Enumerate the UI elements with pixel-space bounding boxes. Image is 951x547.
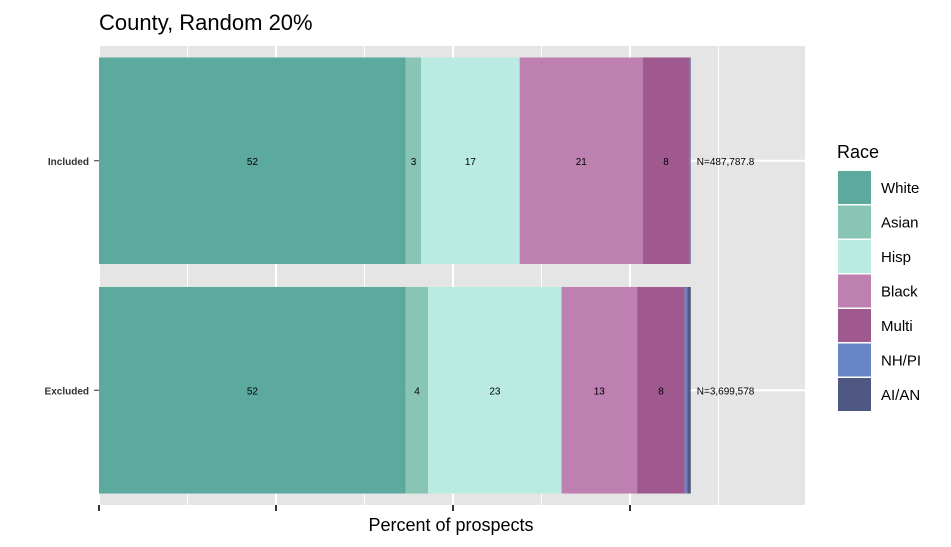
legend-swatch — [838, 343, 871, 377]
legend-swatch — [838, 378, 871, 411]
bar-nhpi-excluded — [684, 286, 688, 494]
segment-label: 8 — [663, 157, 669, 168]
total-labels: N=487,787.8 N=3,699,578 — [697, 157, 755, 398]
bar-multi-included — [642, 57, 689, 265]
segment-label: 23 — [489, 386, 501, 397]
legend-title: Race — [837, 142, 879, 162]
bar-multi-excluded — [637, 286, 685, 494]
segment-label: 4 — [414, 386, 420, 397]
segment-label: 3 — [411, 157, 417, 168]
chart-title: County, Random 20% — [99, 10, 313, 35]
bar-white-excluded — [99, 286, 406, 494]
segment-labels: 52 3 17 21 8 52 4 23 13 8 — [247, 157, 669, 398]
legend-label: Multi — [881, 318, 913, 335]
legend-swatch — [838, 274, 871, 308]
bar-black-included — [519, 57, 643, 265]
total-label: N=3,699,578 — [697, 386, 755, 397]
legend-swatch — [838, 205, 871, 239]
legend-label: Hisp — [881, 249, 911, 266]
legend-swatch — [838, 171, 871, 204]
segment-label: 52 — [247, 386, 259, 397]
y-axis: Included Excluded — [45, 157, 99, 397]
bar-black-excluded — [561, 286, 638, 494]
legend-swatch — [838, 309, 871, 342]
x-axis-title: Percent of prospects — [368, 515, 533, 535]
segment-label: 17 — [465, 157, 477, 168]
bar-hisp-excluded — [428, 286, 562, 494]
legend: Race White Asian Hisp Black Multi NH/PI AI/AN — [837, 142, 921, 411]
bar-hisp-included — [421, 57, 520, 265]
legend-label: White — [881, 180, 919, 197]
legend-label: Black — [881, 284, 918, 301]
x-axis — [98, 505, 631, 511]
legend-swatch — [838, 240, 871, 273]
bar-aian-excluded — [687, 286, 691, 494]
segment-label: 52 — [247, 157, 259, 168]
total-label: N=487,787.8 — [697, 157, 755, 168]
legend-label: AI/AN — [881, 387, 920, 404]
segment-label: 13 — [594, 386, 606, 397]
bars — [99, 57, 691, 494]
bar-asian-excluded — [405, 286, 429, 494]
segment-label: 8 — [658, 386, 664, 397]
bar-aian-included — [690, 57, 691, 265]
bar-asian-included — [405, 57, 422, 265]
legend-label: Asian — [881, 215, 919, 232]
bar-white-included — [99, 57, 406, 265]
bar-nhpi-included — [689, 57, 691, 265]
y-tick-label: Included — [48, 157, 89, 168]
segment-label: 21 — [576, 157, 588, 168]
y-tick-label: Excluded — [45, 386, 89, 397]
legend-label: NH/PI — [881, 353, 921, 370]
